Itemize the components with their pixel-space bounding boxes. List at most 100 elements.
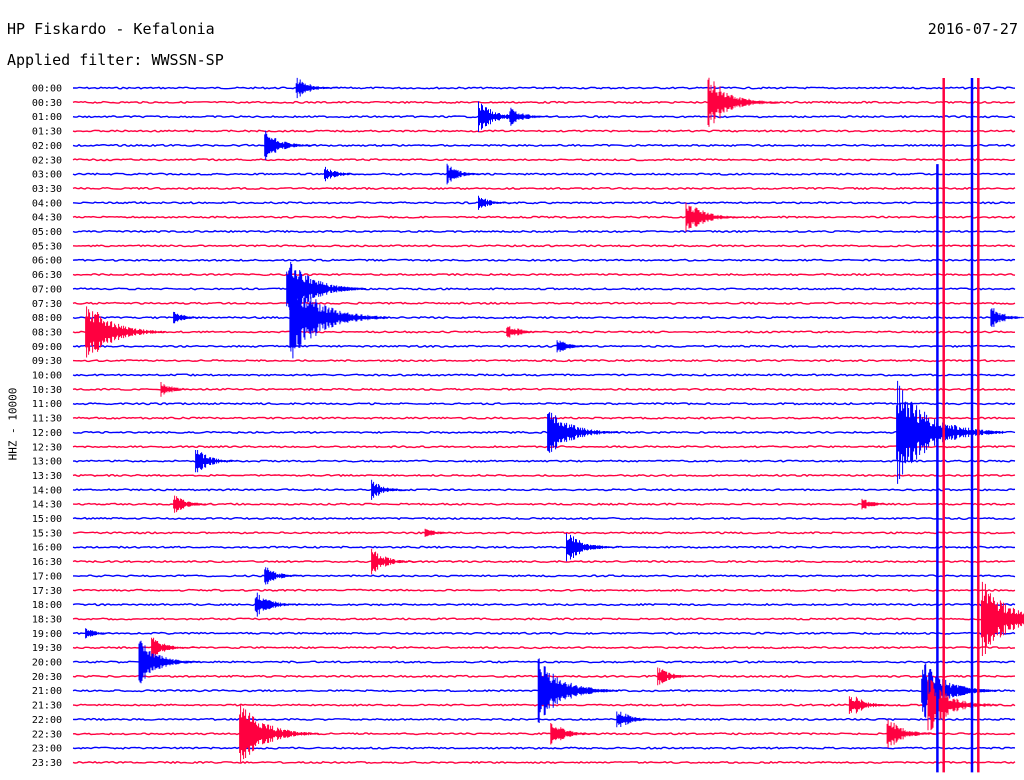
trace-row — [73, 574, 1016, 578]
trace-row — [72, 186, 1016, 191]
event-mark — [848, 696, 896, 714]
event-marks — [85, 77, 1024, 763]
trace-row — [72, 244, 1016, 248]
event-mark — [657, 667, 700, 686]
row-time-label: 20:00 — [32, 658, 62, 669]
row-time-label: 01:30 — [32, 127, 62, 138]
row-time-label: 02:30 — [32, 155, 62, 166]
trace-row — [72, 660, 1016, 664]
event-mark — [138, 640, 201, 684]
trace-row — [72, 545, 1016, 549]
row-time-label: 06:30 — [32, 270, 62, 281]
row-time-label: 10:30 — [32, 385, 62, 396]
event-mark — [886, 719, 940, 748]
trace-row — [72, 301, 1016, 305]
event-mark — [896, 380, 1004, 484]
trace-row — [72, 387, 1016, 391]
row-time-labels: 00:00 00:30 01:00 01:30 02:00 02:30 03:00 03:30… — [32, 84, 62, 769]
row-time-label: 06:00 — [32, 256, 62, 267]
row-time-label: 23:30 — [32, 758, 62, 769]
event-mark — [371, 479, 414, 500]
station-title: HP Fiskardo - Kefalonia — [7, 20, 215, 38]
event-mark — [506, 326, 547, 338]
row-time-label: 19:30 — [32, 643, 62, 654]
trace-row — [72, 473, 1016, 478]
row-time-label: 17:00 — [32, 571, 62, 582]
trace-row — [72, 258, 1016, 262]
row-time-label: 05:30 — [32, 241, 62, 252]
row-time-label: 14:00 — [32, 485, 62, 496]
row-time-label: 08:00 — [32, 313, 62, 324]
event-mark — [264, 567, 307, 585]
filter-label: Applied filter: WWSSN-SP — [7, 51, 224, 69]
trace-row — [72, 201, 1016, 205]
trace-row — [72, 229, 1016, 234]
trace-row — [72, 172, 1016, 176]
event-mark — [556, 340, 595, 353]
row-time-label: 05:00 — [32, 227, 62, 238]
event-mark — [239, 705, 320, 763]
row-time-label: 04:00 — [32, 198, 62, 209]
trace-row — [72, 373, 1016, 377]
row-time-label: 13:00 — [32, 457, 62, 468]
trace-row — [72, 631, 1016, 635]
trace-row — [72, 488, 1016, 492]
trace-row — [72, 359, 1016, 363]
event-mark — [685, 202, 742, 232]
row-time-label: 17:30 — [32, 586, 62, 597]
trace-row — [72, 430, 1016, 435]
long-event-marks — [936, 78, 980, 773]
event-mark — [424, 528, 460, 537]
trace-row — [72, 746, 1016, 750]
event-mark — [85, 628, 121, 639]
row-time-label: 10:00 — [32, 371, 62, 382]
event-mark — [264, 130, 316, 161]
channel-axis-label: HHZ - 10000 — [6, 387, 20, 461]
row-time-label: 03:30 — [32, 184, 62, 195]
trace-row — [72, 344, 1016, 348]
trace-row — [72, 502, 1016, 506]
trace-row — [72, 732, 1016, 736]
event-mark — [509, 107, 554, 126]
trace-row — [72, 330, 1016, 334]
trace-row — [73, 86, 1016, 90]
row-time-label: 20:30 — [32, 672, 62, 683]
event-mark — [371, 548, 419, 575]
trace-row — [72, 143, 1016, 148]
row-time-label: 15:00 — [32, 514, 62, 525]
event-mark — [289, 276, 388, 359]
row-time-label: 18:30 — [32, 614, 62, 625]
trace-row — [72, 100, 1016, 104]
row-time-label: 22:30 — [32, 729, 62, 740]
row-time-label: 13:30 — [32, 471, 62, 482]
event-mark — [446, 163, 489, 185]
row-time-label: 04:30 — [32, 213, 62, 224]
trace-row — [72, 602, 1016, 607]
event-mark — [254, 592, 302, 617]
event-mark — [85, 306, 166, 358]
event-mark — [616, 711, 661, 728]
row-time-label: 18:00 — [32, 600, 62, 611]
row-time-label: 00:30 — [32, 98, 62, 109]
trace-row — [72, 588, 1016, 592]
trace-row — [72, 158, 1016, 162]
row-time-label: 12:30 — [32, 442, 62, 453]
trace-row — [72, 516, 1016, 521]
event-mark — [173, 495, 216, 513]
row-time-label: 23:00 — [32, 744, 62, 755]
trace-lines — [72, 86, 1016, 765]
row-time-label: 19:00 — [32, 629, 62, 640]
event-mark — [295, 77, 340, 99]
event-mark — [861, 498, 898, 510]
event-mark — [990, 308, 1024, 327]
trace-row — [72, 717, 1016, 722]
row-time-label: 07:00 — [32, 284, 62, 295]
event-mark — [195, 450, 243, 473]
trace-row — [72, 617, 1016, 621]
trace-row — [72, 646, 1016, 650]
row-time-label: 12:00 — [32, 428, 62, 439]
row-time-label: 16:30 — [32, 557, 62, 568]
row-time-label: 09:00 — [32, 342, 62, 353]
row-time-label: 22:00 — [32, 715, 62, 726]
